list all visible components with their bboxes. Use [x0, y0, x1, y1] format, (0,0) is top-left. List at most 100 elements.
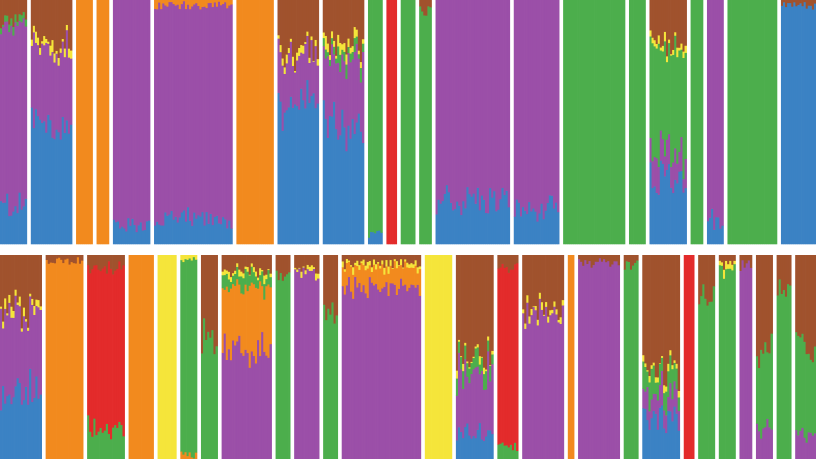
ancestry-segment-green — [670, 55, 673, 167]
ancestry-segment-yellow — [536, 319, 540, 326]
ancestry-segment-purple — [400, 278, 403, 459]
ancestry-segment-yellow — [649, 30, 652, 37]
population-block — [642, 255, 681, 459]
ancestry-segment-green — [669, 355, 672, 384]
ancestry-segment-blue — [785, 6, 788, 245]
ancestry-segment-green — [563, 0, 566, 245]
ancestry-segment-brown — [103, 255, 107, 267]
ancestry-segment-green — [766, 0, 770, 245]
ancestry-segment-green — [648, 382, 651, 412]
ancestry-segment-yellow — [267, 268, 270, 271]
ancestry-segment-purple — [397, 288, 401, 459]
ancestry-segment-green — [762, 353, 765, 429]
ancestry-segment-yellow — [359, 61, 363, 69]
ancestry-segment-green — [656, 382, 660, 401]
ancestry-segment-green — [667, 371, 670, 397]
ancestry-segment-blue — [322, 99, 326, 245]
ancestry-segment-yellow — [335, 55, 338, 59]
ancestry-segment-green — [797, 335, 800, 436]
ancestry-segment-yellow — [669, 349, 672, 356]
ancestry-segment-green — [684, 52, 687, 159]
ancestry-segment-brown — [416, 255, 420, 268]
ancestry-segment-purple — [180, 3, 184, 213]
ancestry-segment-purple — [594, 261, 598, 459]
ancestry-segment-purple — [312, 61, 315, 94]
ancestry-segment-blue — [18, 192, 21, 245]
ancestry-segment-green — [803, 341, 806, 438]
ancestry-segment-blue — [341, 109, 344, 245]
ancestry-segment-yellow — [343, 42, 346, 52]
ancestry-segment-brown — [236, 255, 239, 264]
ancestry-segment-brown — [41, 0, 44, 42]
ancestry-segment-blue — [659, 160, 663, 245]
ancestry-segment-blue — [2, 202, 5, 245]
ancestry-segment-purple — [526, 0, 529, 215]
ancestry-segment-blue — [335, 128, 338, 245]
ancestry-segment-green — [406, 0, 410, 245]
ancestry-segment-green — [361, 43, 365, 53]
ancestry-segment-yellow — [561, 299, 565, 306]
ancestry-segment-red — [685, 255, 689, 459]
population-block — [623, 255, 639, 459]
ancestry-segment-purple — [352, 298, 355, 459]
ancestry-segment-green — [476, 347, 480, 367]
ancestry-segment-purple — [517, 0, 521, 203]
ancestry-segment-brown — [811, 255, 815, 363]
ancestry-segment-brown — [329, 255, 332, 315]
ancestry-segment-purple — [326, 56, 330, 138]
ancestry-segment-brown — [8, 0, 11, 25]
ancestry-segment-purple — [552, 0, 556, 209]
ancestry-segment-brown — [232, 255, 235, 274]
ancestry-segment-purple — [464, 0, 467, 209]
ancestry-segment-brown — [677, 255, 681, 392]
ancestry-segment-purple — [755, 423, 759, 459]
ancestry-segment-purple — [12, 317, 15, 398]
ancestry-segment-yellow — [248, 274, 252, 276]
ancestry-segment-green — [275, 270, 279, 459]
ancestry-segment-brown — [789, 255, 792, 286]
ancestry-segment-brown — [43, 0, 46, 37]
ancestry-segment-green — [770, 0, 774, 245]
ancestry-segment-green — [101, 432, 105, 459]
ancestry-segment-green — [758, 0, 761, 245]
ancestry-segment-orange — [72, 262, 76, 459]
ancestry-segment-brown — [665, 255, 668, 387]
ancestry-segment-brown — [327, 255, 330, 309]
ancestry-segment-brown — [285, 255, 289, 275]
ancestry-segment-green — [462, 370, 465, 389]
ancestry-segment-purple — [410, 284, 413, 459]
ancestry-segment-brown — [213, 255, 216, 355]
ancestry-segment-blue — [719, 228, 722, 245]
ancestry-segment-brown — [18, 255, 22, 297]
ancestry-segment-yellow — [333, 40, 336, 47]
ancestry-segment-green — [252, 271, 256, 285]
ancestry-segment-purple — [546, 0, 550, 204]
population-block — [698, 255, 716, 459]
ancestry-segment-green — [110, 438, 113, 459]
ancestry-segment-brown — [809, 0, 813, 6]
ancestry-segment-yellow — [296, 269, 299, 273]
ancestry-segment-brown — [805, 0, 809, 9]
ancestry-segment-yellow — [727, 263, 730, 269]
ancestry-segment-orange — [205, 0, 208, 9]
ancestry-segment-brown — [674, 0, 677, 33]
ancestry-segment-green — [470, 362, 473, 375]
ancestry-segment-purple — [478, 0, 482, 211]
ancestry-segment-purple — [254, 363, 258, 459]
ancestry-segment-brown — [375, 255, 378, 265]
ancestry-segment-blue — [367, 237, 371, 245]
ancestry-segment-green — [413, 0, 416, 245]
ancestry-segment-purple — [279, 51, 282, 102]
ancestry-segment-purple — [154, 8, 157, 226]
population-block — [180, 255, 198, 459]
ancestry-segment-red — [394, 0, 398, 245]
ancestry-segment-green — [813, 346, 816, 434]
ancestry-segment-orange — [238, 284, 241, 336]
ancestry-segment-green — [646, 371, 649, 388]
ancestry-segment-orange — [250, 0, 254, 245]
ancestry-segment-red — [87, 264, 90, 416]
ancestry-segment-green — [756, 0, 759, 245]
ancestry-segment-yellow — [375, 263, 378, 270]
ancestry-segment-green — [324, 49, 328, 59]
